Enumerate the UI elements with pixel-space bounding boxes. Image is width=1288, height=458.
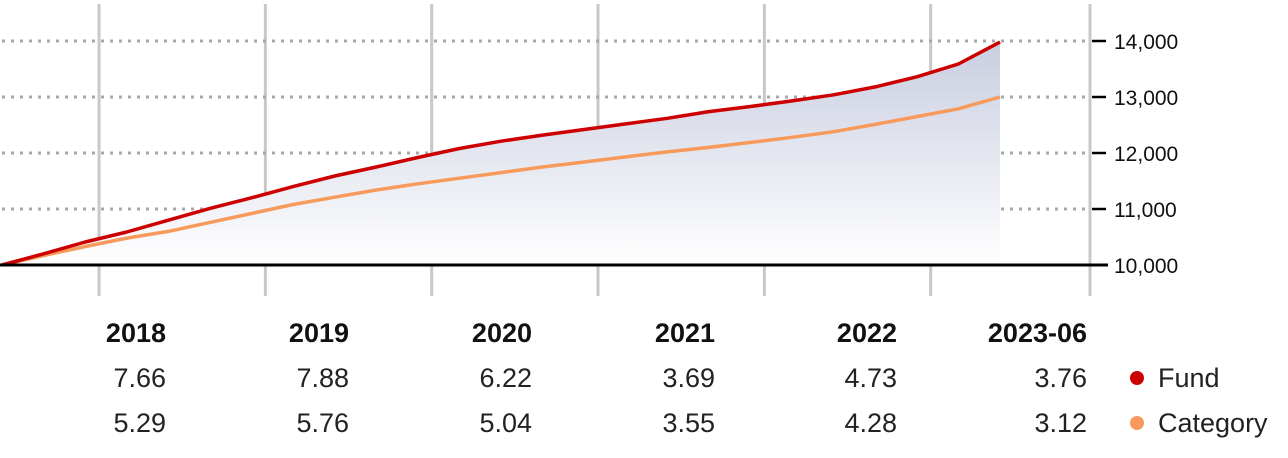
return-value: 3.55 xyxy=(662,408,715,438)
legend-marker xyxy=(1130,416,1144,430)
annual-returns-table: 2018 2019 2020 2021 2022 2023-06 7.66 7.88 6.22 3… xyxy=(106,318,1087,438)
return-value: 7.88 xyxy=(296,363,349,393)
legend-marker xyxy=(1130,371,1144,385)
fund-area-fill xyxy=(2,42,1000,265)
y-tick-label: 10,000 xyxy=(1114,255,1178,278)
return-value: 4.28 xyxy=(844,408,897,438)
legend: Fund Category xyxy=(1130,363,1268,438)
y-tick-label: 13,000 xyxy=(1114,87,1178,110)
return-value: 4.73 xyxy=(844,363,897,393)
return-value: 6.22 xyxy=(479,363,532,393)
year-header: 2021 xyxy=(655,318,715,348)
category-series-line xyxy=(1,95,1001,267)
return-value: 3.76 xyxy=(1034,363,1087,393)
y-tick-label: 11,000 xyxy=(1114,199,1177,222)
return-value: 5.76 xyxy=(296,408,349,438)
return-value: 3.12 xyxy=(1034,408,1087,438)
legend-label: Fund xyxy=(1158,363,1220,393)
y-tick-label: 12,000 xyxy=(1114,143,1178,166)
year-header: 2023-06 xyxy=(988,318,1087,348)
y-axis-ticks: 14,000 13,000 12,000 11,000 10,000 xyxy=(1092,31,1178,278)
year-header: 2018 xyxy=(106,318,166,348)
return-value: 7.66 xyxy=(113,363,166,393)
year-header: 2020 xyxy=(472,318,532,348)
return-value: 5.29 xyxy=(113,408,166,438)
y-tick-label: 14,000 xyxy=(1114,31,1178,54)
legend-label: Category xyxy=(1158,408,1268,438)
return-value: 3.69 xyxy=(662,363,715,393)
fund-series-line xyxy=(1,40,1001,267)
year-header: 2019 xyxy=(289,318,349,348)
return-value: 5.04 xyxy=(479,408,532,438)
year-header: 2022 xyxy=(837,318,897,348)
